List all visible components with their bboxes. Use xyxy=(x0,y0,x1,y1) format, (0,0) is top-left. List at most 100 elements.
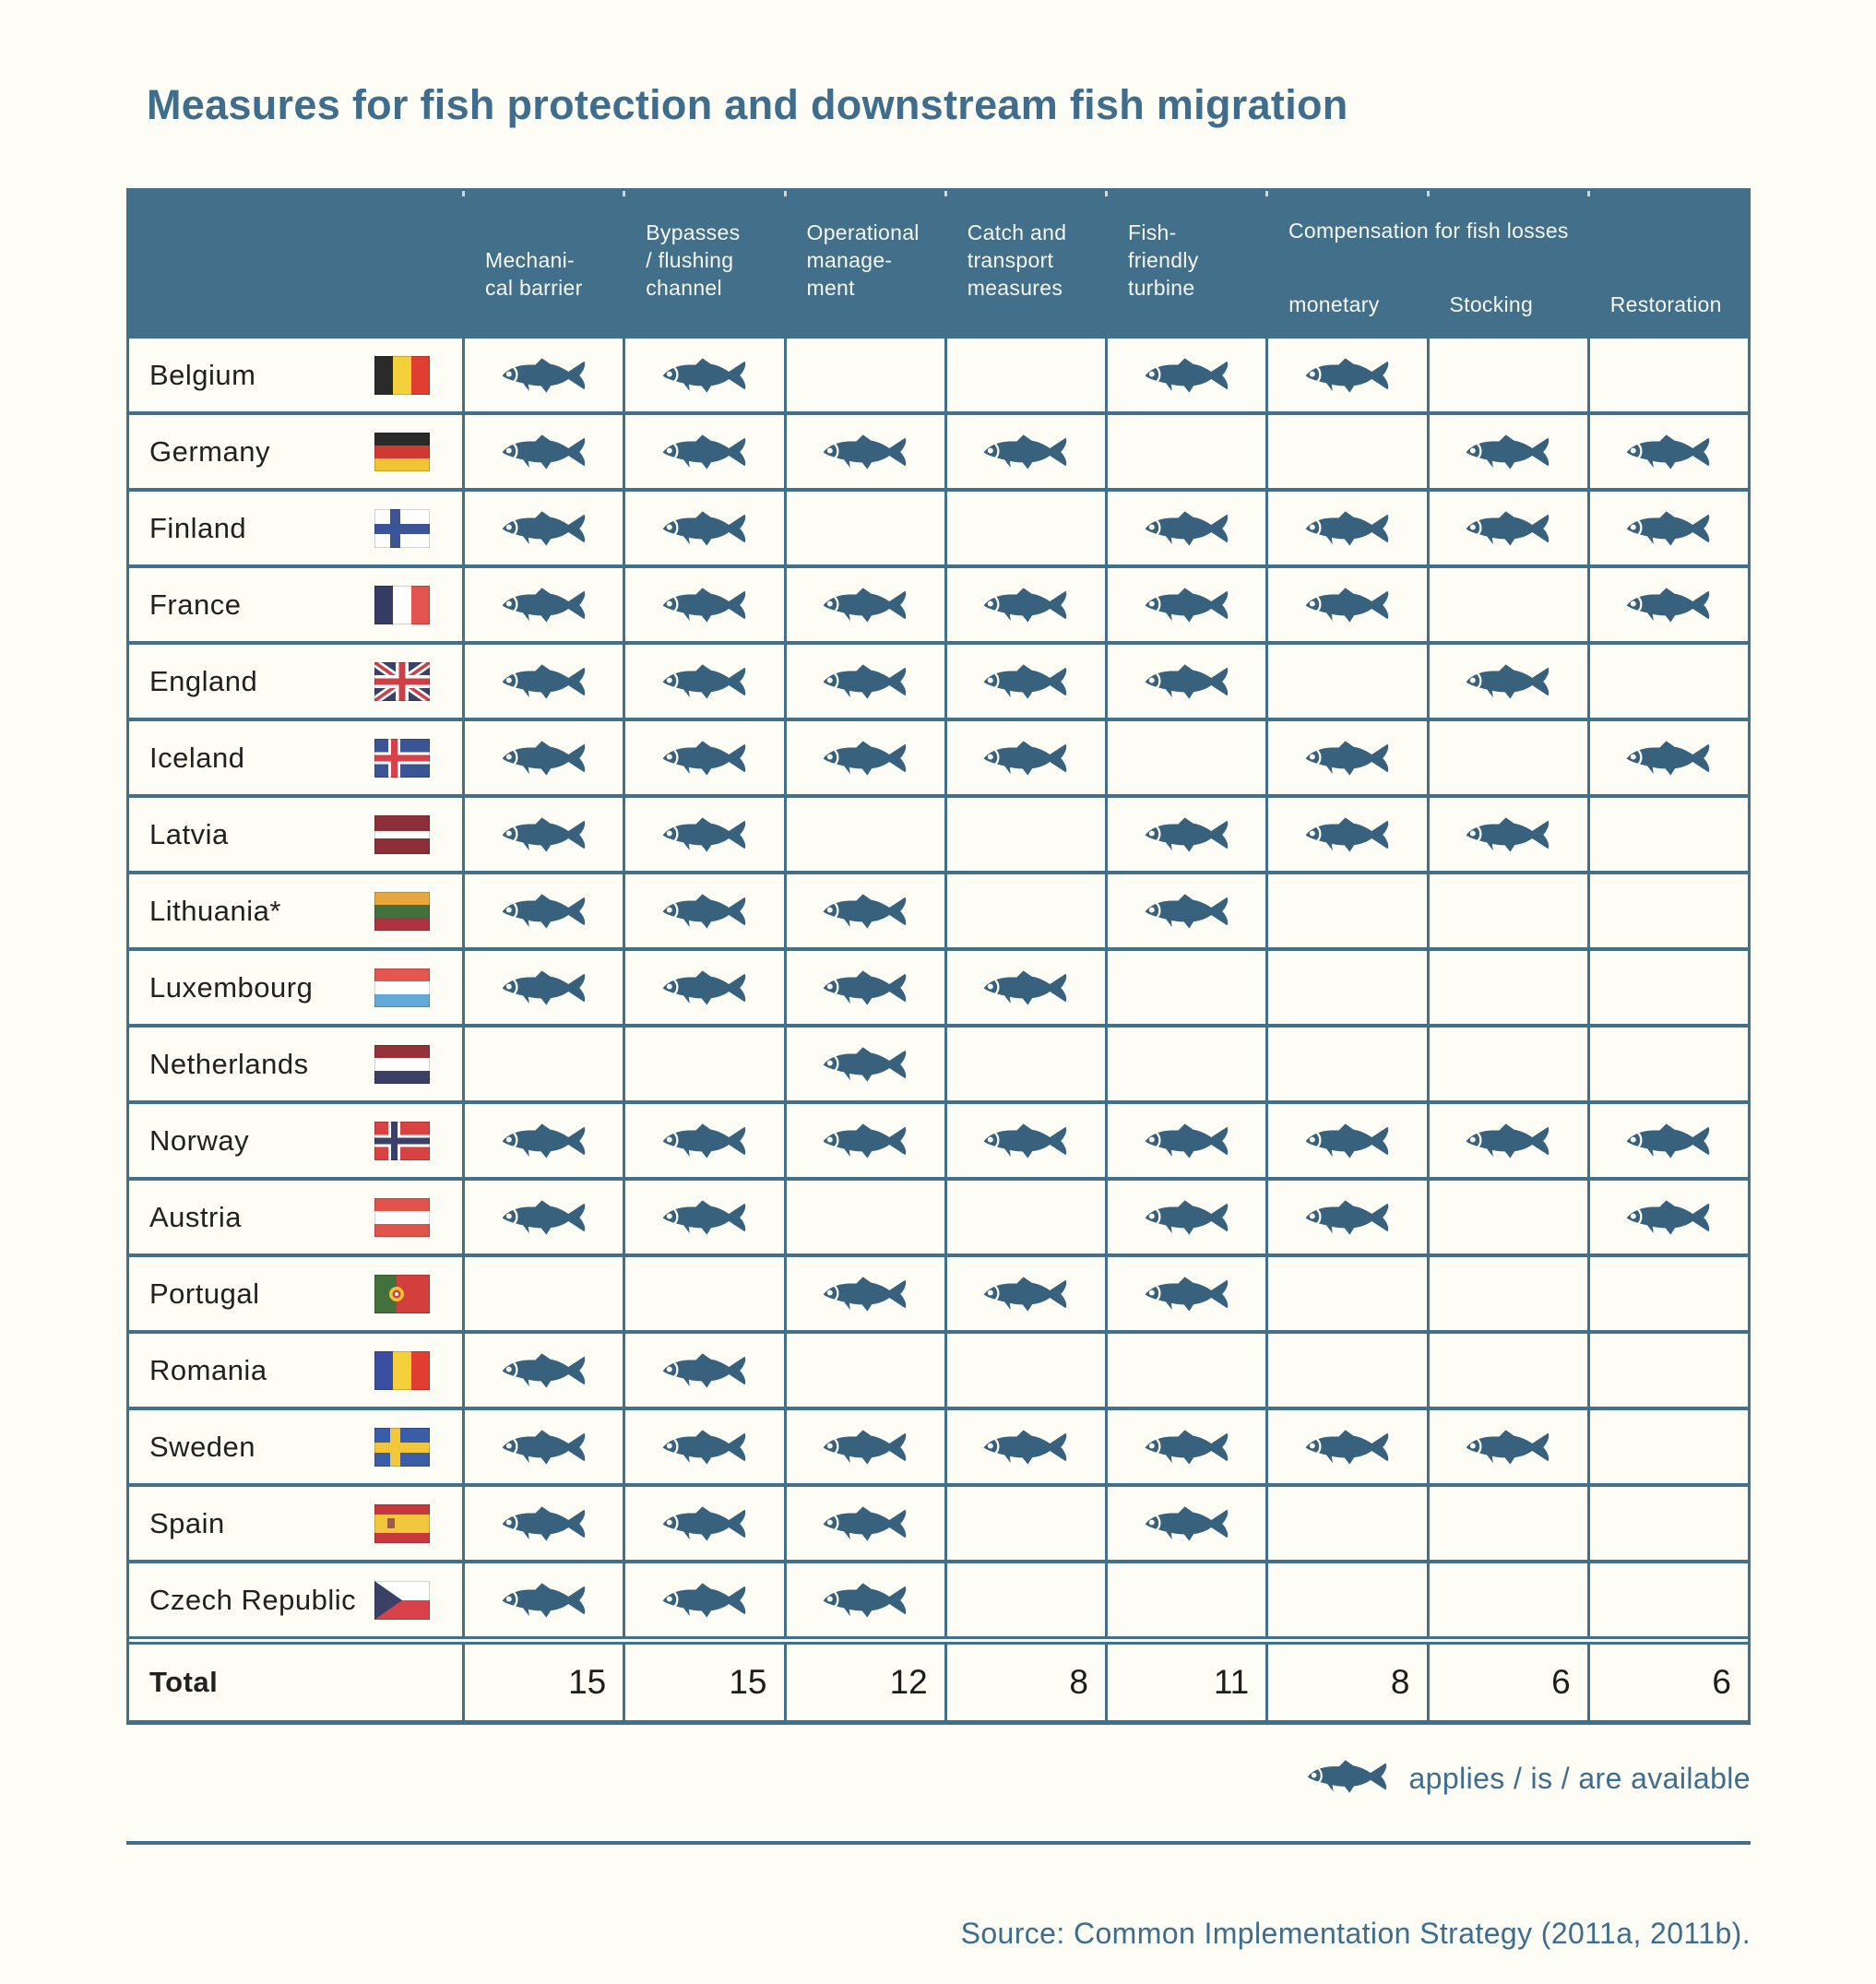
fish-icon xyxy=(502,1352,585,1388)
measure-cell xyxy=(1105,874,1265,947)
measure-cell xyxy=(1265,1028,1426,1100)
measure-cell xyxy=(783,1563,944,1636)
fish-icon xyxy=(502,1505,585,1541)
measure-cell xyxy=(1426,1104,1587,1177)
measure-cell xyxy=(944,1028,1105,1100)
measure-cell xyxy=(1265,1334,1426,1407)
romania-flag-icon xyxy=(374,1350,430,1390)
measure-cell xyxy=(1105,645,1265,718)
fish-icon xyxy=(662,1352,746,1388)
country-label-cell: Romania xyxy=(129,1334,462,1407)
fish-icon xyxy=(1466,1429,1549,1465)
country-label-cell: Sweden xyxy=(129,1410,462,1483)
country-label: England xyxy=(149,664,258,697)
measure-cell xyxy=(623,1563,783,1636)
fish-icon xyxy=(662,434,746,469)
fish-icon xyxy=(1466,434,1549,469)
measure-cell xyxy=(1105,415,1265,488)
country-row: Finland xyxy=(129,488,1748,564)
measure-cell xyxy=(1105,951,1265,1024)
fish-icon xyxy=(1305,1199,1389,1235)
legend: applies / is / are available xyxy=(1305,1754,1751,1802)
header-cell-measure-2: Operational manage-ment xyxy=(784,191,944,339)
total-value: 11 xyxy=(1213,1663,1250,1701)
country-row: Iceland xyxy=(129,718,1748,794)
country-label-cell: Austria xyxy=(129,1181,462,1253)
country-label: France xyxy=(149,588,242,621)
header-line: channel xyxy=(646,276,722,300)
finland-flag-icon xyxy=(374,508,430,548)
header-line: friendly xyxy=(1128,248,1199,272)
country-row: Belgium xyxy=(129,339,1748,411)
portugal-flag-icon xyxy=(374,1274,430,1313)
netherlands-flag-icon xyxy=(374,1044,430,1084)
measure-cell xyxy=(1426,874,1587,947)
measure-cell xyxy=(1105,721,1265,794)
country-label-cell: Spain xyxy=(129,1487,462,1560)
fish-icon xyxy=(823,1276,907,1312)
country-label: Finland xyxy=(149,511,247,544)
fish-icon xyxy=(1145,1276,1228,1312)
measure-cell xyxy=(462,339,623,411)
country-row: Portugal xyxy=(129,1253,1748,1330)
table-header: Mechani-cal barrier Bypasses / flushing cha… xyxy=(126,188,1751,339)
fish-icon xyxy=(502,1123,585,1158)
measure-cell xyxy=(783,1104,944,1177)
fish-icon xyxy=(662,740,746,776)
fish-icon xyxy=(662,510,746,546)
total-value-cell: 8 xyxy=(944,1645,1105,1720)
table-body: Belgium Germany Finlan xyxy=(126,339,1751,1725)
country-label-cell: Netherlands xyxy=(129,1028,462,1100)
measure-cell xyxy=(783,1334,944,1407)
country-label: Norway xyxy=(149,1123,250,1157)
measure-cell xyxy=(462,645,623,718)
country-label: Spain xyxy=(149,1506,225,1539)
measure-cell xyxy=(1105,798,1265,871)
measure-cell xyxy=(944,1410,1105,1483)
total-value-cell: 15 xyxy=(623,1645,783,1720)
fish-icon xyxy=(502,969,585,1005)
measure-cell xyxy=(944,339,1105,411)
country-row: Spain xyxy=(129,1483,1748,1560)
measure-cell xyxy=(1586,492,1748,564)
total-value-cell: 12 xyxy=(783,1645,944,1720)
fish-icon xyxy=(502,357,585,393)
measure-cell xyxy=(1265,1487,1426,1560)
fish-icon xyxy=(662,357,746,393)
country-row: Latvia xyxy=(129,794,1748,871)
measure-cell xyxy=(1105,1104,1265,1177)
measure-cell xyxy=(1426,1410,1587,1483)
fish-icon xyxy=(502,1429,585,1465)
measure-cell xyxy=(783,492,944,564)
measure-cell xyxy=(1105,1028,1265,1100)
fish-icon xyxy=(502,663,585,699)
total-value-cell: 6 xyxy=(1586,1645,1748,1720)
measure-cell xyxy=(1586,1181,1748,1253)
fish-icon xyxy=(502,1582,585,1618)
measure-cell xyxy=(623,1181,783,1253)
measure-cell xyxy=(783,1028,944,1100)
measure-cell xyxy=(1586,568,1748,641)
fish-icon xyxy=(502,893,585,929)
total-value: 15 xyxy=(729,1663,767,1701)
measure-cell xyxy=(1586,1257,1748,1330)
measure-cell xyxy=(623,951,783,1024)
fish-icon xyxy=(1145,510,1228,546)
fish-icon xyxy=(984,1123,1067,1158)
measure-cell xyxy=(1265,874,1426,947)
header-line: turbine xyxy=(1128,276,1195,300)
measure-cell xyxy=(1265,645,1426,718)
measure-cell xyxy=(623,798,783,871)
country-label: Sweden xyxy=(149,1430,256,1463)
total-row: Total 15 15 12 8 11 8 6 6 xyxy=(129,1636,1748,1720)
fish-icon xyxy=(502,510,585,546)
legend-fish-icon xyxy=(1308,1759,1387,1793)
fish-icon xyxy=(1627,740,1710,776)
measure-cell xyxy=(944,1487,1105,1560)
measure-cell xyxy=(1586,721,1748,794)
fish-icon xyxy=(662,587,746,623)
fish-icon xyxy=(823,1046,907,1082)
header-cell-measure-0: Mechani-cal barrier xyxy=(462,191,623,339)
country-row: Sweden xyxy=(129,1407,1748,1483)
measure-cell xyxy=(1265,568,1426,641)
